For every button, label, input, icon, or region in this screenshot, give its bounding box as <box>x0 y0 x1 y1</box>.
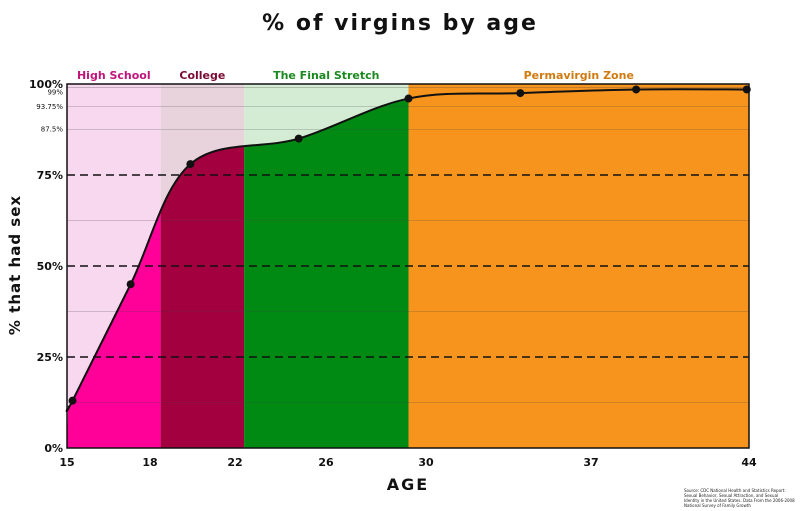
y-tick-label-3: 75% <box>37 169 63 182</box>
source-line-3: National Survey of Family Growth <box>684 503 751 508</box>
zone-labels: High School College The Final Stretch Perma… <box>77 69 634 82</box>
x-tick-label-2: 22 <box>227 456 242 469</box>
x-tick-labels: 15 18 22 26 30 37 44 <box>59 456 757 469</box>
x-tick-label-1: 18 <box>142 456 157 469</box>
zone-fill-2 <box>244 89 409 448</box>
x-tick-label-5: 37 <box>583 456 598 469</box>
source-line-2: Identity in the United States. Data From… <box>684 498 795 503</box>
zone-label-2: The Final Stretch <box>273 69 379 82</box>
x-tick-label-6: 44 <box>741 456 757 469</box>
y-tick-label-5: 93.75% <box>36 103 63 111</box>
data-point-4 <box>404 94 413 103</box>
y-axis-label: % that had sex <box>6 195 24 335</box>
data-point-1 <box>126 280 135 289</box>
zone-label-0: High School <box>77 69 151 82</box>
grid-layer <box>67 87 749 403</box>
y-tick-label-1: 25% <box>37 351 63 364</box>
zone-fill-3 <box>408 89 749 448</box>
data-point-0 <box>68 396 77 405</box>
plot-frame <box>66 83 750 449</box>
zone-label-1: College <box>179 69 225 82</box>
zone-label-3: Permavirgin Zone <box>524 69 634 82</box>
chart-title: % of virgins by age <box>262 11 538 36</box>
y-tick-label-2: 50% <box>37 260 63 273</box>
source-line-0: Source: CDC National Health and Statisti… <box>684 488 786 493</box>
x-tick-label-0: 15 <box>59 456 74 469</box>
x-tick-label-3: 26 <box>318 456 334 469</box>
data-point-3 <box>294 134 303 143</box>
y-tick-labels: 0% 25% 50% 75% 87.5% 93.75% 99%100% <box>29 78 63 455</box>
x-axis-label: AGE <box>387 475 429 494</box>
data-point-2 <box>186 160 195 169</box>
source-line-1: Sexual Behavior, Sexual Attraction, and … <box>684 493 778 498</box>
data-point-6 <box>632 85 641 94</box>
y-tick-label-7: 100% <box>29 78 63 91</box>
y-tick-label-4: 87.5% <box>41 126 64 134</box>
x-tick-label-4: 30 <box>418 456 434 469</box>
source-note: Source: CDC National Health and Statisti… <box>684 488 795 508</box>
y-tick-label-0: 0% <box>44 442 63 455</box>
data-point-5 <box>516 89 525 98</box>
y-tick-label-6: 99% <box>47 89 63 97</box>
